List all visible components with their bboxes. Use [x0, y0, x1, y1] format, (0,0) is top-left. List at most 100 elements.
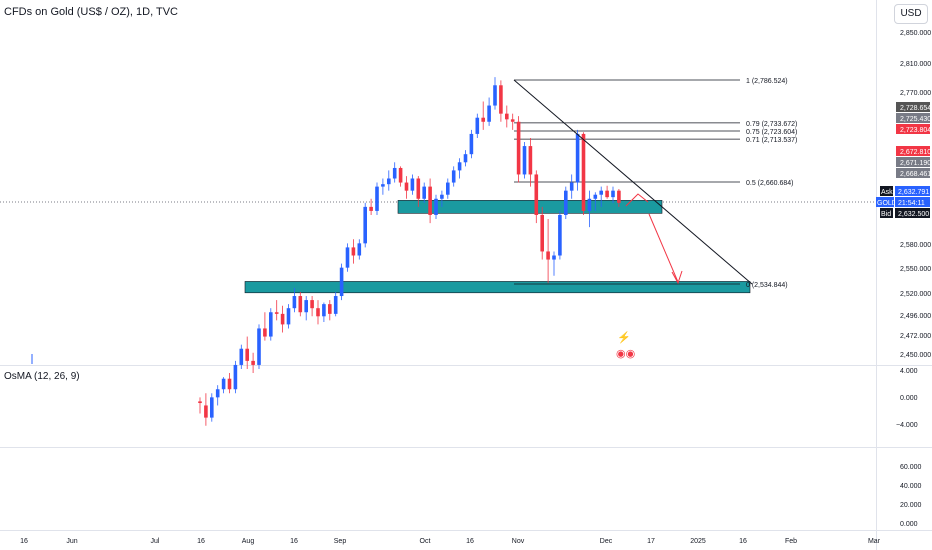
price-tick: 2,770.000	[900, 90, 931, 97]
candle-body	[617, 190, 621, 203]
candle-body	[440, 194, 444, 199]
candle-body	[469, 133, 474, 155]
candle	[446, 178, 450, 199]
osma-label[interactable]: OsMA (12, 26, 9)	[4, 371, 80, 382]
price-tag: 2,728.654	[900, 105, 931, 112]
bid-price-bg	[895, 208, 930, 218]
candle	[481, 101, 485, 130]
candle-body	[510, 119, 515, 122]
time-tick: 16	[290, 538, 298, 545]
volume-tick: 0.000	[900, 521, 918, 528]
candle-body	[569, 182, 574, 191]
candle	[569, 174, 574, 199]
countdown-bg	[895, 197, 930, 207]
candle-body	[404, 182, 409, 191]
candle-body	[345, 247, 350, 268]
fib-label: 0.75 (2,723.604)	[746, 129, 797, 136]
candle	[298, 291, 303, 317]
volume-axis: 60.000 40.000 20.000 0.000	[900, 464, 922, 528]
candle	[564, 186, 568, 220]
ask-price-bg	[895, 186, 930, 196]
price-tag-bg	[896, 124, 930, 134]
price-tick: 2,550.000	[900, 266, 931, 273]
volume-tick: 60.000	[900, 464, 922, 471]
projection-arc	[625, 193, 649, 207]
candle-body	[298, 296, 303, 313]
candle-body	[392, 167, 397, 179]
price-tick: 2,810.000	[900, 61, 931, 68]
candle	[428, 178, 432, 224]
candle	[227, 373, 232, 394]
candle-body	[274, 312, 279, 314]
zones-layer	[244, 200, 751, 294]
bid-label-bg	[880, 208, 893, 218]
price-tag-bg	[896, 146, 930, 156]
candle	[345, 243, 350, 272]
projection-path[interactable]	[625, 193, 683, 285]
bid-price: 2,632.500	[898, 211, 929, 218]
candle-body	[493, 85, 497, 106]
candle-body	[215, 389, 220, 398]
price-axis[interactable]: 2,850.000 2,810.000 2,770.000 2,580.000 …	[900, 30, 931, 359]
candle-body	[457, 162, 462, 171]
fib-label: 0 (2,534.844)	[746, 282, 788, 289]
candle	[369, 198, 373, 215]
candle	[381, 178, 385, 195]
candle	[204, 393, 208, 426]
candle	[398, 166, 403, 187]
candle	[375, 182, 379, 215]
candle	[440, 190, 444, 207]
price-tag: 2,723.804	[900, 127, 931, 134]
time-tick: 16	[20, 538, 28, 545]
osma-tick: 4.000	[900, 368, 918, 375]
ask-price: 2,632.791	[898, 189, 929, 196]
candle-body	[245, 348, 249, 361]
candle-body	[198, 401, 202, 404]
candle	[339, 263, 344, 301]
time-axis[interactable]: 16 Jun Jul 16 Aug 16 Sep Oct 16 Nov Dec …	[20, 538, 881, 545]
candle	[422, 182, 426, 203]
candle	[198, 397, 202, 414]
candle-body	[221, 378, 226, 390]
candle	[593, 192, 598, 211]
time-tick: 16	[197, 538, 205, 545]
candles-layer[interactable]	[198, 77, 621, 426]
candle-body	[263, 328, 267, 337]
time-tick: 16	[466, 538, 474, 545]
candle-body	[564, 190, 568, 215]
osma-tick: 0.000	[900, 395, 918, 402]
lightning-event-icon[interactable]: ⚡	[617, 332, 631, 344]
candle-body	[363, 206, 367, 244]
price-tags: 2,728.654 2,725.430 2,723.804 2,672.810 …	[896, 102, 931, 178]
candle-body	[446, 182, 450, 195]
candle-body	[558, 214, 562, 256]
symbol-tag: GOLD	[877, 200, 897, 207]
candle-body	[351, 247, 356, 256]
candle-body	[534, 174, 539, 215]
candle-body	[581, 133, 586, 211]
time-tick: 2025	[690, 538, 706, 545]
countdown: 21:54:11	[898, 200, 925, 207]
currency-button[interactable]: USD	[894, 4, 928, 24]
candle	[239, 344, 244, 369]
candle	[310, 296, 314, 317]
candle	[605, 185, 609, 199]
candle	[257, 324, 261, 369]
price-tick: 2,496.000	[900, 313, 931, 320]
candle-body	[316, 308, 320, 317]
candle	[274, 300, 279, 321]
candle	[552, 251, 556, 276]
candle-body	[546, 251, 550, 260]
trendline[interactable]	[513, 79, 753, 285]
candle	[599, 186, 603, 207]
price-tag-bg	[896, 168, 930, 178]
candle	[286, 304, 291, 329]
candle-body	[605, 190, 609, 198]
us-flag-event-icon[interactable]: ◉◉	[616, 348, 636, 360]
candle	[493, 77, 497, 110]
candle-body	[516, 121, 521, 175]
candle	[269, 308, 273, 341]
candle	[546, 219, 550, 284]
candle-body	[522, 146, 527, 175]
